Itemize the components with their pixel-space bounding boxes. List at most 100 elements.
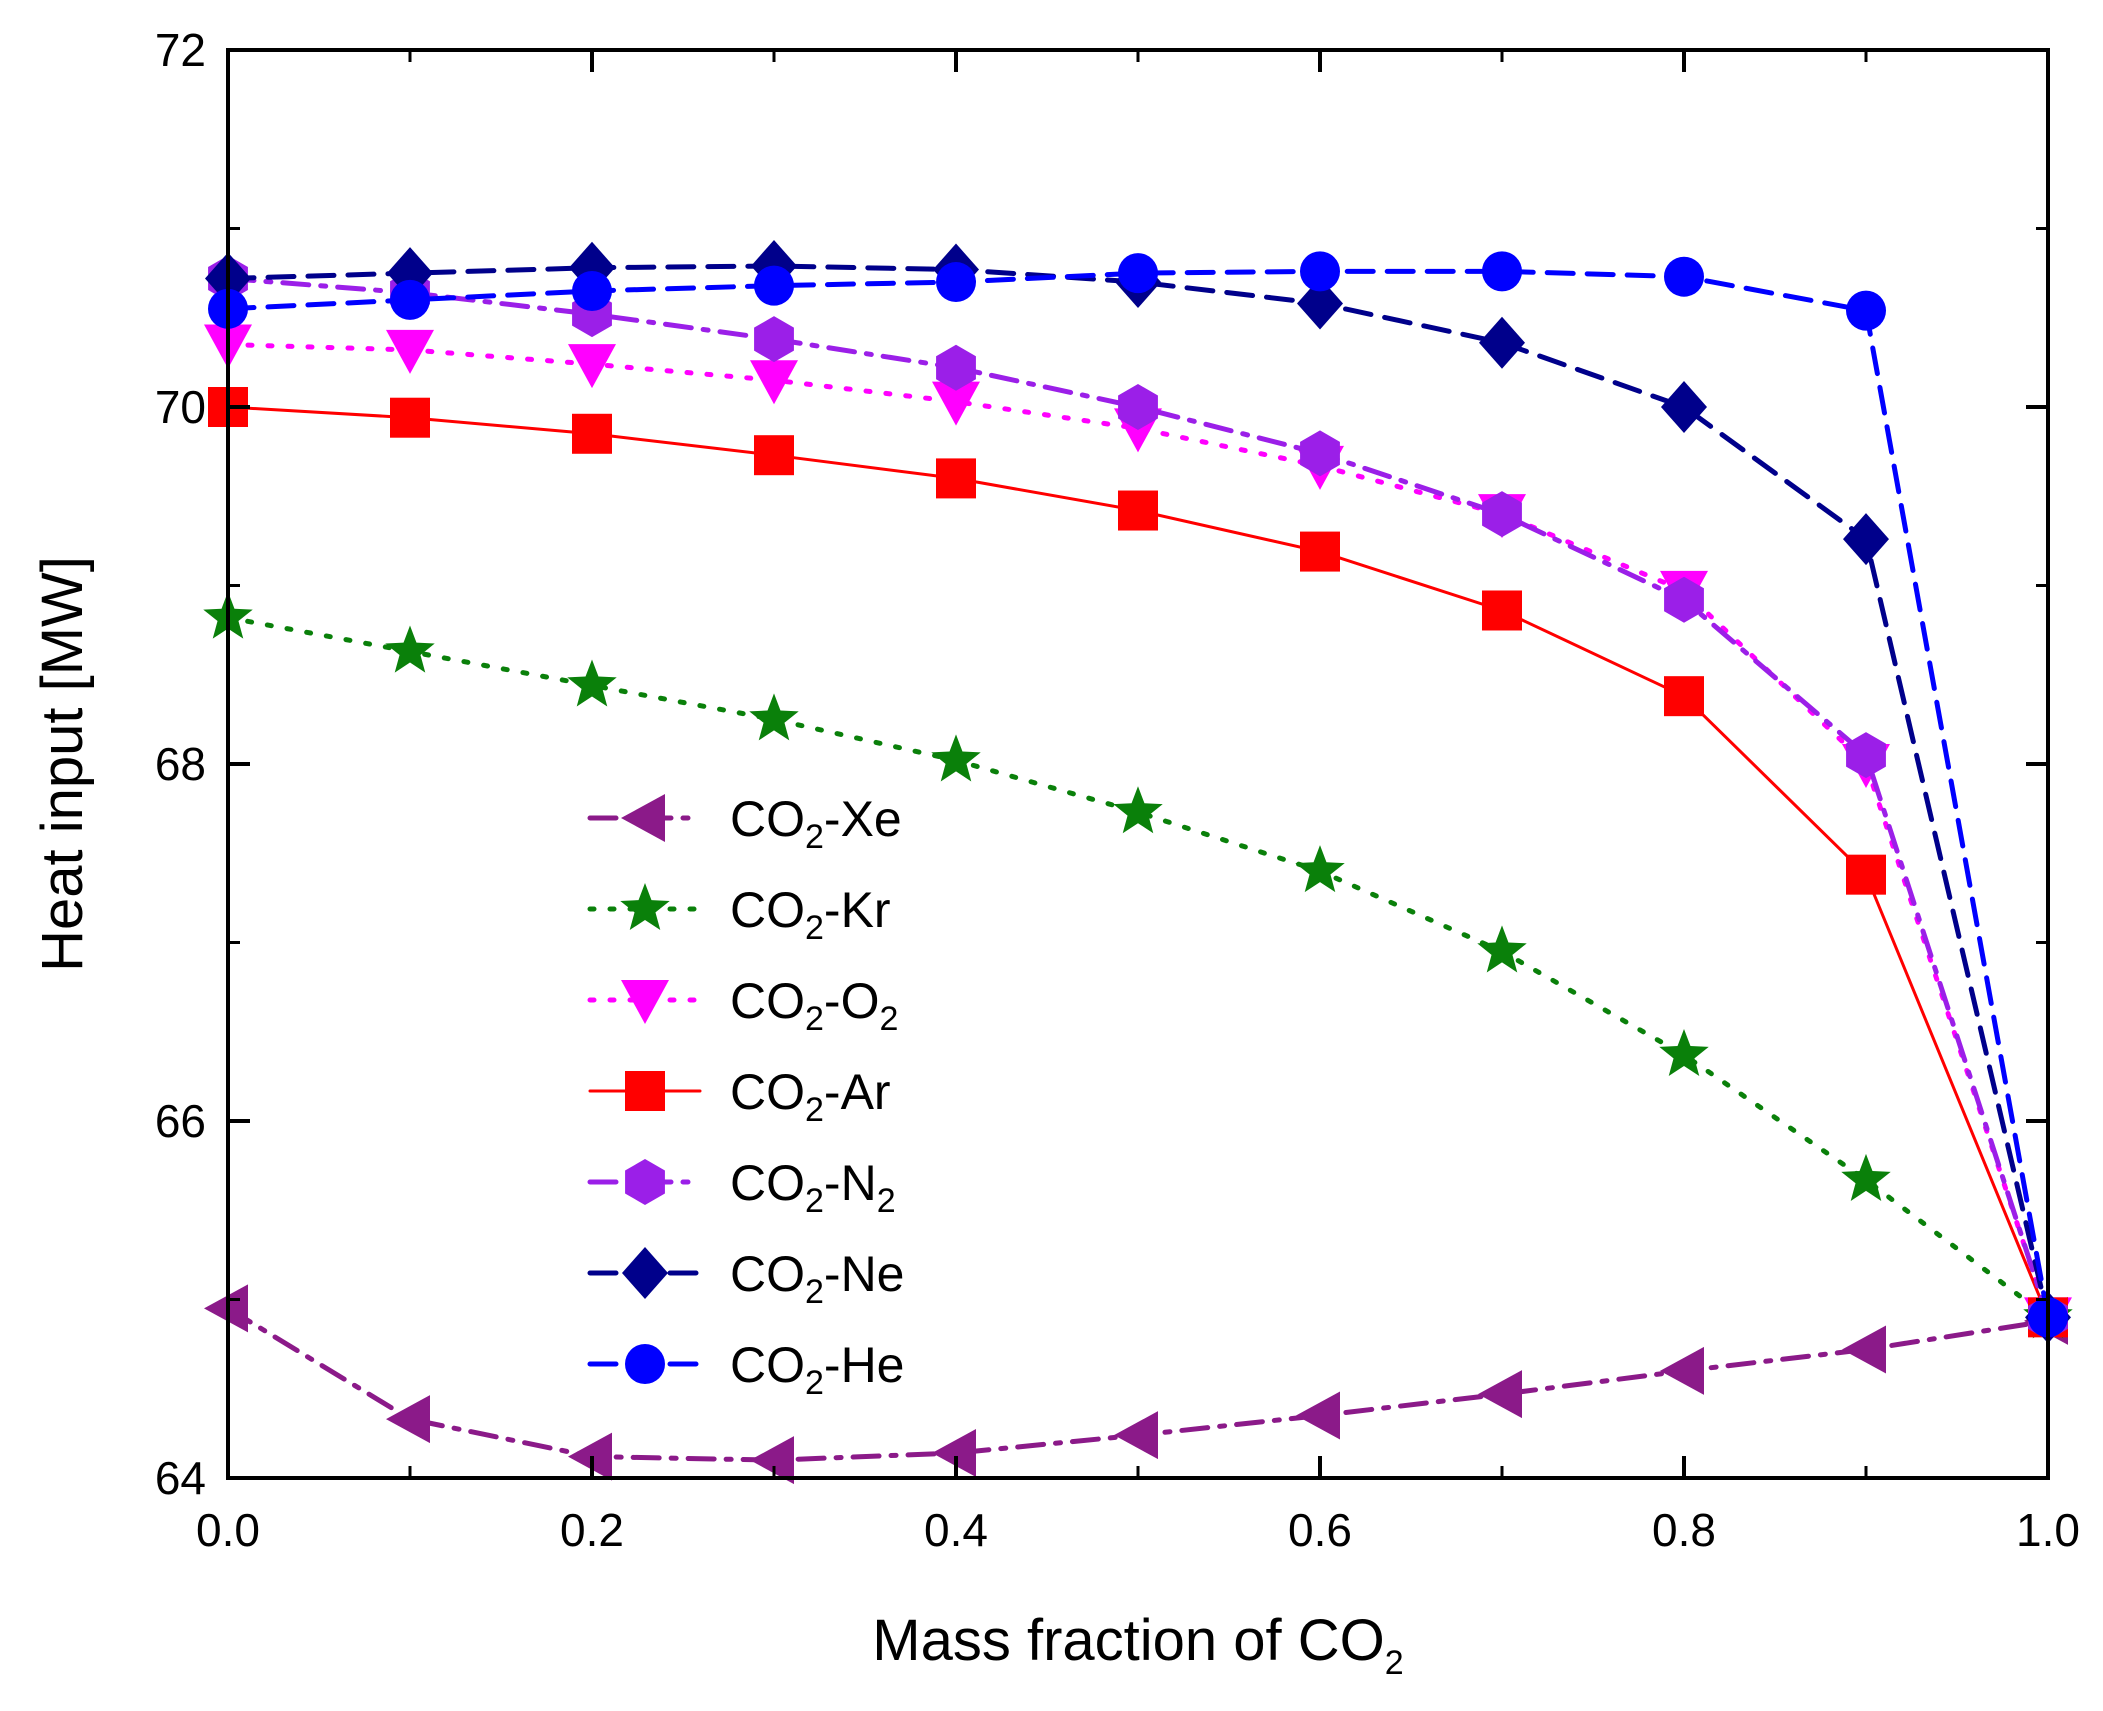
- data-point: [1295, 845, 1345, 893]
- data-point: [1118, 490, 1158, 531]
- data-point: [1118, 253, 1158, 294]
- data-point: [1296, 1391, 1340, 1440]
- series-CO2-Xe: [204, 1284, 2068, 1485]
- legend-label: CO2-Xe: [730, 791, 902, 856]
- data-point: [1846, 854, 1886, 895]
- data-point: [936, 344, 976, 391]
- series-line: [225, 263, 2051, 1320]
- data-point: [936, 458, 976, 499]
- data-point: [1297, 277, 1343, 330]
- legend-item: CO2-Ne: [587, 1246, 905, 1311]
- series-CO2-O2: [204, 324, 2072, 1342]
- data-point: [1661, 381, 1707, 433]
- data-point: [749, 693, 799, 741]
- data-point: [572, 270, 612, 311]
- data-point: [931, 734, 981, 782]
- legend-label: CO2-Ne: [730, 1246, 905, 1311]
- data-point: [568, 344, 616, 389]
- data-point: [1846, 290, 1886, 331]
- data-point: [1664, 256, 1704, 297]
- data-point: [1664, 576, 1704, 623]
- plot-frame: [226, 48, 2050, 1480]
- legend-label: CO2-Kr: [730, 882, 891, 947]
- legend-label: CO2-O2: [730, 973, 898, 1038]
- data-point: [1664, 676, 1704, 717]
- data-point: [386, 329, 434, 374]
- data-point: [386, 1395, 430, 1444]
- y-tick-label: 66: [155, 1095, 206, 1147]
- data-point: [567, 659, 617, 707]
- data-point: [1841, 1153, 1891, 1201]
- x-axis-title-sub: 2: [1385, 1644, 1404, 1682]
- x-tick-label: 0.6: [1288, 1504, 1352, 1556]
- legend-marker: [622, 1247, 668, 1299]
- x-axis-title: Mass fraction of CO2: [872, 1608, 1403, 1682]
- x-axis-title-main: Mass fraction of CO: [872, 1608, 1384, 1673]
- data-point: [754, 316, 794, 363]
- series-line: [226, 405, 2050, 1319]
- data-point: [1482, 590, 1522, 631]
- legend-item: CO2-Ar: [588, 1064, 891, 1129]
- data-point: [1478, 1370, 1522, 1419]
- legend-marker: [625, 1071, 665, 1111]
- data-point: [754, 435, 794, 476]
- data-point: [1846, 732, 1886, 779]
- legend: CO2-Xe CO2-Kr CO2-O2 CO2-Ar CO2-N2 CO2-Ne CO2-…: [587, 791, 905, 1402]
- data-point: [932, 381, 980, 426]
- x-tick-label: 0.4: [924, 1504, 988, 1556]
- data-point: [1482, 491, 1522, 538]
- x-tick-label: 0.8: [1652, 1504, 1716, 1556]
- x-tick-label: 0.2: [560, 1504, 624, 1556]
- data-point: [932, 1429, 976, 1478]
- data-point: [1477, 925, 1527, 973]
- data-point: [1114, 1411, 1158, 1460]
- legend-item: CO2-Kr: [587, 882, 891, 947]
- legend-item: CO2-He: [587, 1337, 905, 1402]
- x-tick-label: 0.0: [196, 1504, 260, 1556]
- legend-marker: [621, 794, 665, 842]
- data-point: [1843, 513, 1889, 566]
- legend-label: CO2-He: [730, 1337, 905, 1402]
- legend-label: CO2-N2: [730, 1155, 896, 1220]
- x-tick-label: 1.0: [2016, 1504, 2080, 1556]
- data-point: [390, 279, 430, 320]
- data-point: [572, 413, 612, 454]
- y-tick-label: 70: [155, 381, 206, 433]
- y-tick-label: 64: [155, 1452, 206, 1504]
- data-point: [385, 625, 435, 673]
- data-point: [1113, 786, 1163, 834]
- data-point: [1300, 531, 1340, 572]
- legend-label: CO2-Ar: [730, 1064, 891, 1129]
- legend-marker: [620, 883, 670, 931]
- series-line: [225, 615, 2051, 1320]
- ticks-layer: 0.0 0.2 0.4 0.6 0.8 1.0 64 66 68 70 72: [155, 24, 2080, 1556]
- y-axis-title: Heat input [MW]: [30, 556, 95, 972]
- series-CO2-He: [208, 251, 2068, 1338]
- data-point: [1479, 316, 1525, 369]
- data-point: [750, 1436, 794, 1485]
- legend-marker: [625, 1159, 665, 1205]
- data-point: [1300, 251, 1340, 292]
- legend-item: CO2-N2: [587, 1155, 896, 1220]
- data-point: [1660, 1346, 1704, 1395]
- series-CO2-Kr: [203, 591, 2073, 1339]
- series-CO2-Ar: [208, 387, 2068, 1338]
- data-point: [1118, 384, 1158, 430]
- legend-marker: [621, 980, 669, 1024]
- data-point: [750, 360, 798, 405]
- data-point: [1482, 251, 1522, 292]
- legend-item: CO2-Xe: [587, 791, 902, 856]
- data-point: [936, 262, 976, 303]
- legend-item: CO2-O2: [587, 973, 898, 1038]
- y-tick-label: 72: [155, 24, 206, 76]
- data-point: [390, 397, 430, 438]
- data-point: [1659, 1028, 1709, 1076]
- y-tick-label: 68: [155, 738, 206, 790]
- series-line: [225, 342, 2051, 1320]
- data-point: [1842, 1325, 1886, 1374]
- legend-marker: [625, 1344, 665, 1384]
- series-layer: [203, 239, 2073, 1485]
- data-point: [1300, 430, 1340, 477]
- data-point: [754, 265, 794, 306]
